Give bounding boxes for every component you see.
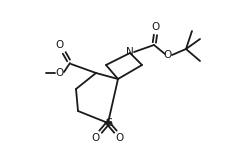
Text: O: O bbox=[56, 40, 64, 50]
Text: O: O bbox=[55, 68, 63, 78]
Text: O: O bbox=[164, 50, 172, 60]
Text: O: O bbox=[116, 133, 124, 143]
Text: S: S bbox=[106, 118, 112, 128]
Text: O: O bbox=[152, 22, 160, 32]
Text: O: O bbox=[92, 133, 100, 143]
Text: N: N bbox=[126, 47, 134, 57]
